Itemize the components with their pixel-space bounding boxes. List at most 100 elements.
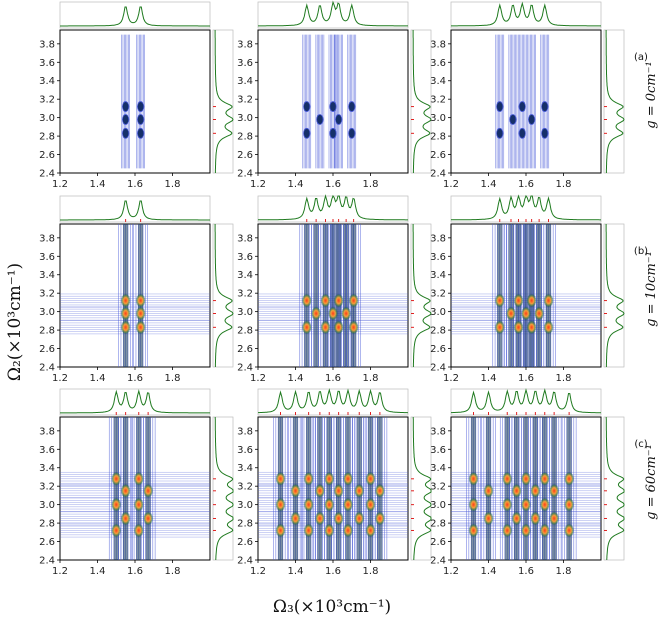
y-tick-label: 3.0: [39, 500, 55, 511]
x-tick-label: 1.8: [165, 566, 181, 577]
x-tick-label: 1.6: [325, 566, 341, 577]
x-tick-label: 1.8: [165, 373, 181, 384]
y-tick-label: 3.4: [39, 270, 55, 281]
right-marginal-frame: [212, 29, 234, 174]
y-tick-label: 3.2: [430, 289, 446, 300]
right-marginal-frame: [410, 416, 432, 561]
peak-spot: [343, 471, 353, 486]
right-marginal-spectrum: [412, 224, 432, 367]
peak-spot: [341, 306, 352, 321]
x-tick-label: 1.6: [518, 566, 534, 577]
peak-spot: [303, 101, 311, 112]
top-marginal-spectrum: [60, 200, 210, 221]
peak-spot: [143, 511, 154, 526]
peak-spot: [526, 320, 537, 335]
x-tick-label: 1.6: [518, 179, 534, 190]
y-tick-label: 3.0: [430, 500, 446, 511]
x-tick-label: 1.6: [325, 373, 341, 384]
top-marginal-frame: [257, 1, 409, 29]
x-tick-label: 1.4: [90, 179, 106, 190]
peak-spot: [120, 483, 131, 498]
panel-r1-c2: 1.2 1.4 1.6 1.8 2.4 2.6 2.8 3.0 3.2 3.4 3.6 3.8: [430, 194, 625, 384]
y-tick-label: 3.6: [430, 252, 446, 263]
peak-stripe: [306, 417, 312, 560]
y-tick-label: 3.8: [237, 233, 253, 244]
peak-spot: [320, 320, 331, 335]
y-tick-label: 3.4: [39, 463, 55, 474]
y-tick-label: 3.2: [39, 289, 55, 300]
peak-spot: [133, 497, 144, 512]
x-tick-label: 1.4: [90, 373, 106, 384]
peak-spot: [329, 101, 337, 112]
peak-stripe: [566, 417, 572, 560]
x-tick-label: 1.4: [288, 566, 304, 577]
top-marginal-frame: [59, 1, 211, 29]
x-axis-label: Ω₃(×10³cm⁻¹): [273, 597, 391, 617]
y-tick-label: 2.4: [237, 169, 253, 180]
right-marginal-frame: [212, 223, 234, 368]
y-tick-label: 3.2: [39, 95, 55, 106]
y-tick-label: 3.0: [430, 113, 446, 124]
x-tick-label: 1.4: [90, 566, 106, 577]
peak-spot: [111, 523, 122, 538]
peak-spot: [301, 293, 312, 308]
y-tick-label: 2.4: [39, 169, 55, 180]
right-marginal-spectrum: [605, 224, 625, 367]
x-tick-label: 1.8: [556, 373, 572, 384]
peak-spot: [365, 497, 376, 512]
y-tick-label: 2.8: [430, 132, 446, 143]
y-tick-label: 3.6: [237, 58, 253, 69]
peak-spot: [343, 497, 353, 512]
right-marginal-spectrum: [412, 417, 432, 560]
peak-spot: [133, 471, 144, 486]
peak-spot: [526, 293, 537, 308]
y-tick-label: 3.6: [430, 58, 446, 69]
y-tick-label: 3.0: [237, 500, 253, 511]
x-tick-label: 1.8: [363, 566, 379, 577]
peak-spot: [564, 497, 575, 512]
y-tick-label: 3.8: [237, 39, 253, 50]
x-tick-label: 1.2: [443, 566, 459, 577]
peak-spot: [122, 101, 130, 112]
peak-stripe: [136, 417, 142, 560]
top-marginal-spectrum: [258, 194, 408, 221]
peak-spot: [122, 114, 130, 125]
y-tick-label: 2.6: [39, 150, 55, 161]
peak-spot: [354, 483, 365, 498]
x-tick-label: 1.4: [481, 373, 497, 384]
peak-stripe: [508, 224, 514, 367]
panel-r1-c1: 1.2 1.4 1.6 1.8 2.4 2.6 2.8 3.0 3.2 3.4 3.6 3.8: [237, 194, 432, 384]
peak-spot: [521, 471, 531, 486]
x-tick-label: 1.2: [250, 179, 266, 190]
x-tick-label: 1.2: [443, 373, 459, 384]
x-tick-label: 1.8: [165, 179, 181, 190]
right-marginal-spectrum: [605, 30, 625, 173]
y-tick-label: 3.0: [39, 113, 55, 124]
peak-spot: [324, 471, 335, 486]
top-marginal-frame: [257, 195, 409, 223]
y-tick-label: 2.8: [39, 132, 55, 143]
top-marginal-frame: [450, 1, 602, 29]
right-marginal-spectrum: [412, 30, 432, 173]
top-marginal-spectrum: [451, 388, 601, 414]
top-marginal-frame: [59, 388, 211, 416]
y-tick-label: 3.4: [430, 270, 446, 281]
peak-spot: [303, 127, 311, 139]
y-tick-label: 2.8: [430, 326, 446, 337]
right-marginal-frame: [212, 416, 234, 561]
y-tick-label: 3.6: [430, 445, 446, 456]
row-tag: (c): [634, 439, 647, 450]
y-tick-label: 2.8: [237, 519, 253, 530]
peak-spot: [314, 483, 325, 498]
peak-stripe: [330, 224, 336, 367]
row-coupling-label: g = 10cm⁻¹: [644, 251, 659, 327]
peak-spot: [518, 101, 526, 112]
peak-spot: [122, 127, 130, 139]
right-marginal-spectrum: [214, 30, 234, 173]
peak-spot: [143, 483, 154, 498]
peak-spot: [549, 511, 560, 526]
y-tick-label: 2.8: [39, 519, 55, 530]
y-tick-label: 3.4: [237, 463, 253, 474]
y-tick-label: 2.6: [430, 537, 446, 548]
